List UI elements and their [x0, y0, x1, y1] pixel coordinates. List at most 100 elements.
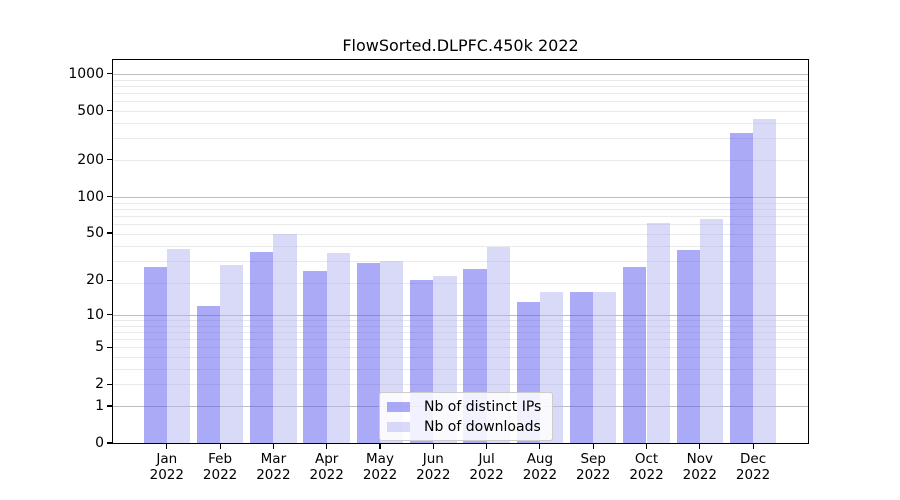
gridline-minor [113, 234, 808, 235]
x-axis-tick [219, 443, 221, 449]
gridline-minor [113, 261, 808, 263]
x-axis-tick [272, 443, 274, 449]
bar-downloads [593, 291, 617, 443]
gridline-minor [113, 93, 808, 95]
bar-downloads [753, 119, 777, 443]
y-axis-tick [106, 73, 112, 75]
y-axis-tick-label: 500 [77, 102, 104, 119]
gridline-minor [113, 85, 808, 87]
x-axis-tick [326, 443, 328, 449]
x-axis-tick [645, 443, 648, 449]
legend: Nb of distinct IPs Nb of downloads [379, 392, 554, 441]
x-axis-tick-label: Apr 2022 [309, 451, 344, 483]
gridline-minor [113, 325, 808, 327]
gridline-minor [113, 101, 808, 103]
y-axis-tick-label: 5 [95, 339, 104, 356]
x-axis-tick [699, 443, 701, 449]
x-axis-tick-label: Aug 2022 [522, 451, 558, 483]
gridline-minor [113, 368, 808, 370]
bar-downloads [699, 219, 724, 443]
y-axis-tick-label: 1 [95, 398, 104, 414]
legend-row: Nb of distinct IPs [387, 398, 541, 415]
bar-downloads [166, 248, 191, 443]
gridline-minor [113, 160, 808, 161]
legend-swatch-distinct-ips [387, 401, 410, 412]
gridline-major [113, 73, 808, 75]
y-axis-tick-label: 10 [86, 306, 104, 323]
y-axis-tick [106, 405, 112, 407]
bar-distinct-ips [356, 263, 380, 443]
y-axis-tick-label: 0 [95, 435, 104, 451]
gridline-minor [113, 202, 808, 204]
y-axis-tick [106, 314, 112, 316]
gridline-major [113, 196, 808, 198]
bar-distinct-ips [569, 291, 594, 443]
x-axis-tick-label: May 2022 [362, 451, 398, 483]
legend-label: Nb of distinct IPs [424, 398, 542, 415]
y-axis-tick [106, 442, 112, 444]
legend-swatch-downloads [387, 421, 410, 432]
gridline-minor [113, 111, 808, 112]
gridline-minor [113, 216, 808, 218]
x-axis-tick-label: Feb 2022 [202, 451, 238, 483]
legend-label: Nb of downloads [424, 418, 541, 435]
x-axis-tick [752, 443, 754, 449]
x-axis-tick [432, 443, 434, 449]
y-axis-tick [106, 232, 112, 234]
y-axis-tick [106, 159, 112, 161]
x-axis-tick-label: Dec 2022 [735, 451, 771, 483]
gridline-minor [113, 384, 808, 386]
y-axis-tick-label: 100 [77, 188, 104, 205]
gridline-minor [113, 122, 808, 124]
gridline-minor [113, 245, 808, 247]
bar-distinct-ips [196, 306, 221, 443]
x-axis-tick-label: Sep 2022 [576, 451, 611, 483]
gridline-minor [113, 138, 808, 140]
x-axis-tick [592, 443, 594, 449]
bar-distinct-ips [303, 271, 327, 443]
bar-downloads [220, 265, 244, 443]
x-axis-tick-label: Jun 2022 [416, 451, 451, 483]
gridline-major [113, 314, 808, 316]
y-axis-tick-label: 2 [95, 376, 104, 393]
x-axis-tick-label: Jul 2022 [469, 451, 504, 483]
x-axis-tick-label: Jan 2022 [149, 451, 184, 483]
legend-row: Nb of downloads [387, 418, 541, 435]
gridline-minor [113, 357, 808, 358]
x-axis-tick [166, 443, 168, 449]
y-axis-tick-label: 20 [86, 272, 104, 289]
y-axis-tick [106, 279, 112, 281]
gridline-minor [113, 208, 808, 210]
gridline-minor [113, 224, 808, 226]
bar-distinct-ips [623, 266, 647, 443]
x-axis-tick [379, 443, 381, 449]
y-axis-tick-label: 200 [77, 151, 104, 168]
bar-distinct-ips [143, 266, 167, 443]
chart-title: FlowSorted.DLPFC.450k 2022 [342, 36, 579, 55]
gridline-minor [113, 331, 808, 333]
x-axis-tick-label: Mar 2022 [256, 451, 291, 483]
bar-downloads [326, 253, 350, 443]
y-axis-tick [106, 346, 112, 348]
x-axis-tick-label: Oct 2022 [629, 451, 664, 483]
y-axis-tick-label: 1000 [68, 65, 104, 82]
x-axis-tick [539, 443, 541, 449]
y-axis-tick-label: 50 [86, 225, 104, 241]
bar-downloads [273, 234, 297, 443]
y-axis-tick [106, 383, 112, 385]
y-axis-tick [106, 110, 112, 112]
gridline-minor [113, 283, 808, 284]
plot-area: 0 1 2 5 10 20 50 100 200 500 1000 Jan 2022 Feb 2022 M… [68, 59, 809, 482]
bar-distinct-ips [676, 250, 700, 443]
bar-distinct-ips [250, 251, 274, 443]
bar-distinct-ips [729, 133, 754, 443]
x-axis-tick [486, 443, 488, 449]
bar-downloads [646, 222, 670, 443]
gridline-minor [113, 79, 808, 81]
gridline-minor [113, 347, 808, 349]
gridline-minor [113, 197, 808, 198]
gridline-minor [113, 320, 808, 321]
gridline-minor [113, 339, 808, 341]
x-axis-tick-label: Nov 2022 [682, 451, 717, 483]
